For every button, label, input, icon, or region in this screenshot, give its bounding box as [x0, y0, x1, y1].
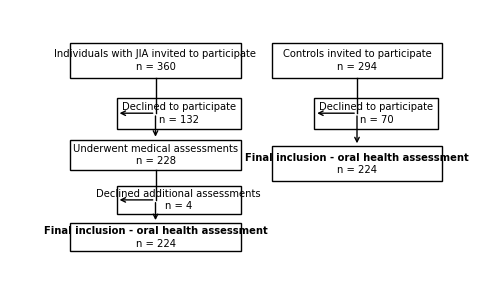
- Text: Final inclusion - oral health assessment: Final inclusion - oral health assessment: [245, 152, 469, 162]
- FancyBboxPatch shape: [314, 98, 438, 129]
- FancyBboxPatch shape: [272, 43, 442, 78]
- FancyBboxPatch shape: [70, 43, 241, 78]
- Text: n = 224: n = 224: [136, 239, 175, 249]
- Text: n = 224: n = 224: [337, 165, 377, 175]
- Text: n = 228: n = 228: [136, 156, 175, 166]
- FancyBboxPatch shape: [70, 140, 241, 170]
- FancyBboxPatch shape: [70, 223, 241, 251]
- FancyBboxPatch shape: [117, 186, 241, 214]
- Text: Final inclusion - oral health assessment: Final inclusion - oral health assessment: [44, 226, 268, 236]
- Text: n = 4: n = 4: [165, 201, 192, 211]
- Text: Declined additional assessments: Declined additional assessments: [96, 189, 261, 199]
- Text: Declined to participate: Declined to participate: [320, 102, 434, 112]
- Text: n = 294: n = 294: [337, 62, 377, 72]
- Text: Individuals with JIA invited to participate: Individuals with JIA invited to particip…: [54, 49, 256, 59]
- FancyBboxPatch shape: [272, 146, 442, 181]
- Text: Declined to participate: Declined to participate: [122, 102, 236, 112]
- Text: Underwent medical assessments: Underwent medical assessments: [73, 144, 238, 154]
- Text: n = 132: n = 132: [159, 115, 199, 125]
- Text: Controls invited to participate: Controls invited to participate: [282, 49, 432, 59]
- FancyBboxPatch shape: [117, 98, 241, 129]
- Text: n = 70: n = 70: [360, 115, 393, 125]
- Text: n = 360: n = 360: [136, 62, 175, 72]
